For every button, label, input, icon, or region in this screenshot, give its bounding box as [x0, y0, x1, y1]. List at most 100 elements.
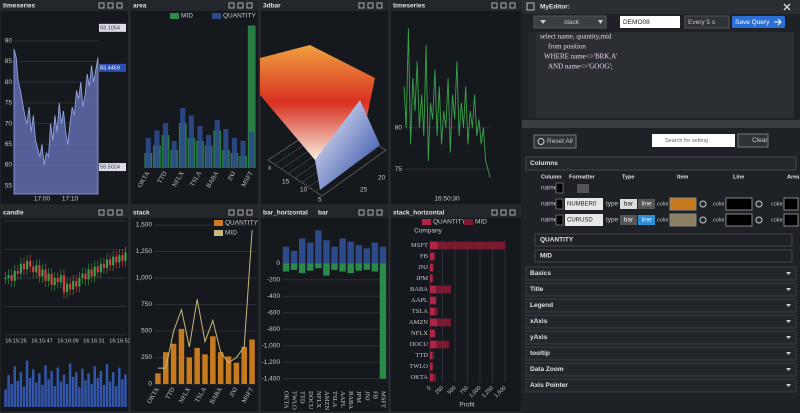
color-label: color: [657, 201, 669, 207]
panel-icon[interactable]: [358, 2, 365, 9]
y-tick-label: 250: [141, 354, 152, 361]
panel-icon[interactable]: [367, 2, 374, 9]
type-toggle[interactable]: [638, 199, 655, 209]
chart-type-select[interactable]: [533, 15, 607, 29]
column-name: name: [541, 217, 558, 224]
column-box[interactable]: [555, 198, 564, 210]
panel-title: bar_horizontal: [263, 210, 308, 217]
x-tick-label: 16:15:25: [5, 338, 26, 344]
reset-color-icon[interactable]: [755, 200, 763, 208]
candle-body: [99, 263, 102, 273]
save-button[interactable]: [732, 16, 785, 28]
panel-icon[interactable]: [376, 2, 383, 9]
section-header[interactable]: [525, 378, 797, 393]
bar: [249, 132, 255, 168]
volume-bar: [47, 379, 50, 407]
column-header: Area: [787, 174, 800, 180]
search-placeholder: Search for setting: [665, 138, 708, 144]
panel-icon[interactable]: [491, 2, 498, 9]
x-tick-label: JNJ: [228, 386, 239, 398]
section-header[interactable]: [525, 298, 797, 313]
color-swatch[interactable]: [669, 197, 697, 211]
panel-icon[interactable]: [376, 209, 383, 216]
bar: [430, 340, 437, 349]
section-header[interactable]: [525, 266, 797, 281]
section-title: Legend: [530, 302, 553, 309]
panel-icon[interactable]: [509, 209, 516, 216]
volume-bar: [65, 383, 69, 407]
close-icon[interactable]: [783, 3, 791, 11]
color-swatch[interactable]: [669, 213, 697, 227]
columns-title: Columns: [530, 160, 558, 167]
clear-button[interactable]: [737, 133, 769, 148]
section-header[interactable]: [525, 330, 797, 345]
series-section[interactable]: [534, 249, 793, 263]
color-swatch[interactable]: [725, 213, 753, 227]
bar: [307, 242, 314, 264]
panel-icon[interactable]: [358, 209, 365, 216]
bar: [298, 238, 306, 264]
panel-icon[interactable]: [107, 2, 114, 9]
candle-body: [13, 270, 16, 281]
type-toggle[interactable]: [638, 215, 655, 225]
panel-icon[interactable]: [237, 2, 244, 9]
search-input[interactable]: [652, 134, 735, 147]
panel-icon[interactable]: [107, 209, 114, 216]
candle-body: [78, 278, 81, 287]
reset-button[interactable]: [533, 134, 577, 149]
section-header[interactable]: [525, 314, 797, 329]
columns-header[interactable]: [525, 156, 797, 171]
type-toggle[interactable]: [620, 199, 637, 209]
panel-icon[interactable]: [237, 209, 244, 216]
reset-color-icon[interactable]: [699, 216, 707, 224]
formatter-select[interactable]: [565, 214, 603, 226]
panel-icon[interactable]: [500, 209, 507, 216]
panel-icon[interactable]: [246, 2, 253, 9]
bar: [331, 263, 338, 270]
section-header[interactable]: [525, 362, 797, 377]
bar: [371, 263, 379, 272]
panel-tab[interactable]: bar: [318, 210, 329, 217]
panel-icon[interactable]: [228, 209, 235, 216]
panel-icon[interactable]: [500, 2, 507, 9]
bar: [241, 346, 247, 384]
panel-icon[interactable]: [367, 209, 374, 216]
reset-color-icon[interactable]: [755, 216, 763, 224]
panel-icon[interactable]: [246, 209, 253, 216]
panel-icon[interactable]: [228, 2, 235, 9]
bar: [430, 241, 438, 250]
panel-icon[interactable]: [98, 209, 105, 216]
color-swatch[interactable]: [783, 197, 799, 211]
panel-icon[interactable]: [116, 2, 123, 9]
panel-icon[interactable]: [98, 2, 105, 9]
formatter-select[interactable]: [577, 184, 589, 193]
panel-icon[interactable]: [509, 2, 516, 9]
section-header[interactable]: [525, 346, 797, 361]
volume-bar: [38, 373, 41, 407]
y-tick-label: -600: [267, 309, 280, 316]
panel-icon[interactable]: [116, 209, 123, 216]
reset-color-icon[interactable]: [699, 200, 707, 208]
axis-label: 15: [282, 179, 290, 186]
code-line: from position: [548, 43, 586, 51]
y-tick-label: JNJ: [418, 264, 428, 271]
formatter-select[interactable]: [565, 198, 603, 210]
panel-icon[interactable]: [491, 209, 498, 216]
series-section[interactable]: [534, 233, 793, 247]
y-tick-label: 90: [5, 37, 13, 44]
bar: [430, 263, 433, 272]
bar: [171, 141, 177, 168]
code-area[interactable]: [528, 32, 794, 118]
section-header[interactable]: [525, 282, 797, 297]
refresh-select[interactable]: [684, 15, 730, 29]
source-input[interactable]: [620, 16, 680, 28]
caret: [786, 384, 791, 387]
candle-body: [7, 275, 10, 278]
type-toggle[interactable]: [620, 215, 637, 225]
column-box[interactable]: [555, 182, 564, 194]
column-box[interactable]: [555, 214, 564, 226]
color-swatch[interactable]: [783, 213, 799, 227]
color-label: color: [713, 201, 725, 207]
bar: [432, 351, 434, 360]
color-swatch[interactable]: [725, 197, 753, 211]
